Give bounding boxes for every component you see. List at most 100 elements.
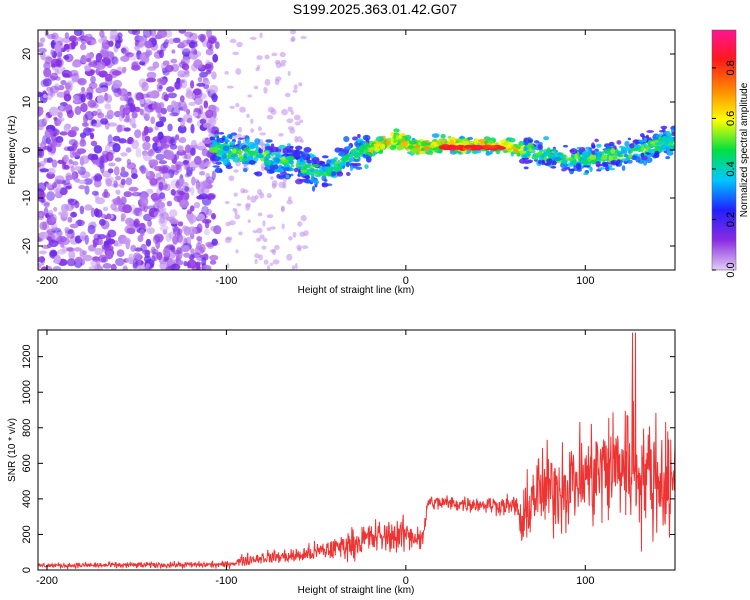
heatmap-cell xyxy=(64,226,69,234)
heatmap-cell xyxy=(114,40,121,49)
heatmap-cell xyxy=(624,153,628,158)
x-tick-label: 100 xyxy=(576,575,594,587)
heatmap-cell xyxy=(229,38,237,44)
heatmap-cell xyxy=(107,134,113,144)
heatmap-cell xyxy=(77,219,82,227)
heatmap-cell xyxy=(374,146,380,153)
heatmap-cell xyxy=(263,259,269,265)
heatmap-cell xyxy=(129,105,137,113)
heatmap-cell xyxy=(202,139,212,144)
heatmap-cell xyxy=(254,171,263,177)
y-tick-label: 1000 xyxy=(21,380,33,404)
heatmap-cell xyxy=(131,139,140,150)
heatmap-cell xyxy=(197,76,203,83)
heatmap-cell xyxy=(93,179,102,188)
heatmap-cell xyxy=(237,137,245,140)
heatmap-cell xyxy=(267,265,271,270)
heatmap-cell xyxy=(178,30,186,34)
heatmap-cell xyxy=(183,113,193,123)
heatmap-cell xyxy=(125,177,133,186)
heatmap-cell xyxy=(158,181,164,191)
snr-panel: -200 -100 0 100 0 200 400 600 800 1000 1200 Heigh… xyxy=(7,329,676,596)
heatmap-cell xyxy=(225,165,233,170)
y-tick-label: 200 xyxy=(21,525,33,543)
heatmap-cell xyxy=(98,37,107,44)
heatmap-cell xyxy=(222,154,227,160)
heatmap-cell xyxy=(79,155,90,165)
heatmap-cell xyxy=(286,199,293,205)
heatmap-cell xyxy=(283,167,290,172)
heatmap-cell xyxy=(282,181,287,189)
heatmap-cell xyxy=(180,118,186,128)
heatmap-cell xyxy=(46,191,55,202)
heatmap-cell xyxy=(187,152,192,162)
heatmap-cell xyxy=(43,207,49,217)
heatmap-cell xyxy=(131,173,138,180)
snr-y-label: SNR (10 * v/v) xyxy=(7,418,18,482)
heatmap-cell xyxy=(169,209,178,218)
heatmap-cell xyxy=(71,143,78,152)
heatmap-cell xyxy=(142,141,151,151)
heatmap-cell xyxy=(257,212,263,217)
heatmap-cell xyxy=(213,225,222,235)
heatmap-cell xyxy=(56,91,67,98)
heatmap-cell xyxy=(321,182,329,188)
heatmap-cell xyxy=(345,161,350,168)
heatmap-cell xyxy=(186,259,197,269)
heatmap-cell xyxy=(256,237,261,242)
heatmap-cell xyxy=(523,146,527,152)
heatmap-cell xyxy=(196,195,204,200)
heatmap-cell xyxy=(357,133,361,139)
heatmap-cell xyxy=(646,154,654,158)
heatmap-cell xyxy=(181,63,190,71)
heatmap-cell xyxy=(498,140,506,144)
heatmap-cell xyxy=(226,85,234,89)
heatmap-cell xyxy=(659,130,665,133)
heatmap-cell xyxy=(274,59,281,65)
heatmap-cell xyxy=(113,200,124,206)
heatmap-cell xyxy=(160,206,167,214)
heatmap-cell xyxy=(157,113,162,119)
heatmap-cell xyxy=(280,59,287,64)
heatmap-cell xyxy=(105,250,114,260)
heatmap-cell xyxy=(269,164,276,170)
heatmap-cell xyxy=(198,171,206,176)
heatmap-cell xyxy=(523,159,531,165)
heatmap-cell xyxy=(270,143,275,148)
heatmap-cell xyxy=(208,84,219,94)
heatmap-cell xyxy=(420,147,425,152)
heatmap-cell xyxy=(294,121,301,126)
heatmap-cell xyxy=(610,160,617,165)
heatmap-cell xyxy=(196,223,203,234)
heatmap-cell xyxy=(96,61,102,72)
heatmap-cell xyxy=(52,232,61,242)
heatmap-cell xyxy=(78,185,86,190)
heatmap-cell xyxy=(140,164,147,175)
heatmap-cell xyxy=(66,109,74,119)
heatmap-cell xyxy=(314,174,322,178)
heatmap-cell xyxy=(393,133,397,140)
heatmap-cell xyxy=(78,179,87,185)
heatmap-cell xyxy=(93,145,103,154)
heatmap-cell xyxy=(583,165,591,168)
heatmap-cell xyxy=(627,150,632,155)
heatmap-cell xyxy=(68,198,78,206)
heatmap-cell xyxy=(118,112,124,122)
heatmap-cell xyxy=(125,147,132,153)
heatmap-cell xyxy=(289,30,297,35)
heatmap-cell xyxy=(597,151,603,158)
heatmap-cell xyxy=(138,211,143,217)
spectrogram-y-ticks: -20 -10 0 10 20 xyxy=(21,48,675,254)
heatmap-cell xyxy=(147,149,155,157)
heatmap-cell xyxy=(643,137,647,143)
heatmap-cell xyxy=(247,219,251,224)
heatmap-cell xyxy=(171,100,177,108)
heatmap-cell xyxy=(253,157,259,162)
heatmap-cell xyxy=(270,226,276,230)
heatmap-cell xyxy=(345,154,349,160)
heatmap-cell xyxy=(192,112,199,117)
heatmap-cell xyxy=(102,206,109,212)
heatmap-cell xyxy=(157,30,168,38)
heatmap-cell xyxy=(99,218,106,226)
heatmap-cell xyxy=(467,136,474,141)
